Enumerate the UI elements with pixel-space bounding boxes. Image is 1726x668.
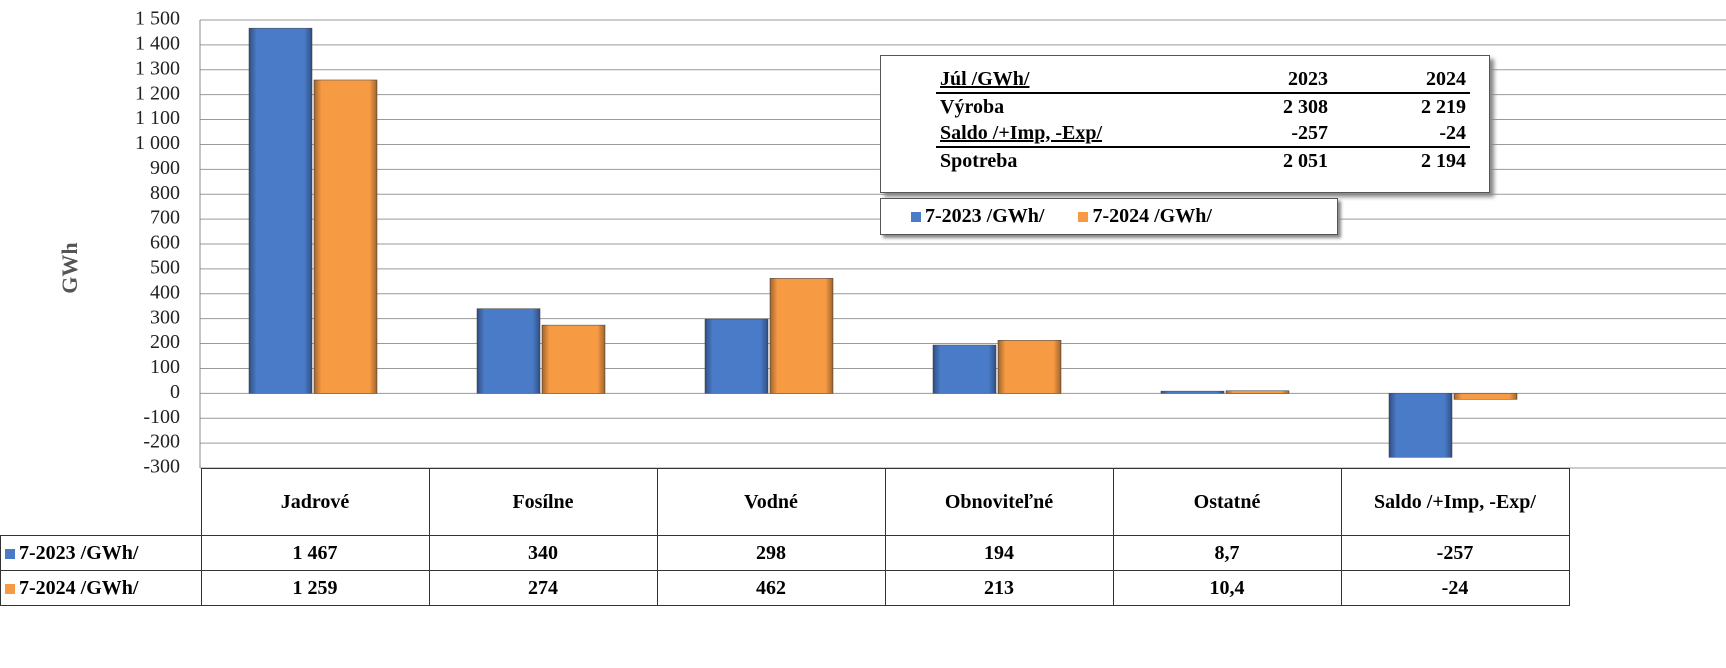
category-label: Ostatné: [1112, 468, 1342, 536]
summary-cell: 2 194: [1421, 149, 1466, 172]
y-tick-label: 1 500: [135, 8, 180, 30]
bar-shading: [1389, 393, 1452, 458]
table-row: 7-2023 /GWh/1 467 340 298 194 8,7 -257: [0, 535, 1570, 571]
value-cell: 274: [428, 570, 658, 606]
table-corner: [1, 469, 202, 536]
row-header-text: 7-2024 /GWh/: [19, 576, 139, 599]
legend-swatch: [5, 583, 15, 594]
value-cell: 194: [884, 535, 1114, 571]
bar-shading: [770, 278, 833, 394]
y-tick-label: 300: [150, 306, 180, 328]
y-tick-label: 0: [170, 381, 180, 403]
summary-header-row: Júl /GWh/2023 2024: [936, 66, 1470, 94]
summary-cell: -257: [1234, 120, 1332, 148]
y-tick-label: 1 200: [135, 82, 180, 104]
value-cell: -257: [1340, 535, 1570, 571]
value-cell: -24: [1340, 570, 1570, 606]
y-tick-label: -100: [143, 406, 180, 428]
summary-cell: 2 308: [1283, 95, 1328, 118]
value-cell: 10,4: [1112, 570, 1342, 606]
legend-item: 7-2024 /GWh/: [1078, 205, 1212, 228]
table-header-row: Jadrové Fosílne Vodné Obnoviteľné Ostatné Sal…: [1, 468, 1570, 536]
bar-shading: [705, 319, 768, 394]
row-header: 7-2024 /GWh/: [0, 570, 202, 606]
y-tick-label: 1 400: [135, 32, 180, 54]
legend-swatch: [911, 212, 921, 222]
value-cell: 340: [428, 535, 658, 571]
category-label: Jadrové: [200, 468, 430, 536]
summary-row: Saldo /+Imp, -Exp/-257 -24: [936, 120, 1470, 148]
summary-table: Júl /GWh/2023 2024 Výroba 2 308 2 219 Saldo /…: [936, 66, 1470, 174]
legend-swatch: [5, 548, 15, 559]
summary-header: 2023: [1234, 66, 1332, 94]
summary-cell: Saldo /+Imp, -Exp/: [936, 120, 1234, 148]
y-tick-label: 400: [150, 281, 180, 303]
y-tick-label: 1 100: [135, 107, 180, 129]
row-header: 7-2023 /GWh/: [0, 535, 202, 571]
bar-shading: [933, 345, 996, 394]
y-tick-label: 100: [150, 356, 180, 378]
category-label: Saldo /+Imp, -Exp/: [1340, 468, 1570, 536]
summary-row: Spotreba 2 051 2 194: [936, 147, 1470, 174]
bar-shading: [542, 325, 605, 394]
category-label: Vodné: [656, 468, 886, 536]
summary-header: 2024: [1332, 66, 1470, 94]
summary-cell: 2 219: [1421, 95, 1466, 118]
bar-shading: [1454, 393, 1517, 400]
y-tick-label: 700: [150, 207, 180, 229]
y-tick-label: -300: [143, 456, 180, 478]
value-cell: 1 467: [200, 535, 430, 571]
bar-shading: [1161, 391, 1224, 394]
summary-cell: -24: [1332, 120, 1470, 148]
category-label: Obnoviteľné: [884, 468, 1114, 536]
legend-item: 7-2023 /GWh/: [911, 205, 1044, 228]
y-tick-label: 500: [150, 256, 180, 278]
bar-shading: [477, 308, 540, 394]
value-cell: 213: [884, 570, 1114, 606]
y-tick-label: 1 300: [135, 57, 180, 79]
legend-label: 7-2023 /GWh/: [925, 205, 1045, 227]
data-table: Jadrové Fosílne Vodné Obnoviteľné Ostatné Sal…: [0, 468, 1570, 606]
table-row: 7-2024 /GWh/1 259 274 462 213 10,4 -24: [0, 570, 1570, 606]
value-cell: 1 259: [200, 570, 430, 606]
row-header-text: 7-2023 /GWh/: [19, 541, 139, 564]
value-cell: 462: [656, 570, 886, 606]
summary-header: Júl /GWh/: [936, 66, 1234, 94]
bar-shading: [249, 28, 312, 394]
legend: 7-2023 /GWh/7-2024 /GWh/: [880, 198, 1338, 235]
y-tick-label: -200: [143, 431, 180, 453]
y-tick-label: 200: [150, 331, 180, 353]
y-tick-label: 900: [150, 157, 180, 179]
y-tick-label: 600: [150, 232, 180, 254]
y-tick-label: 800: [150, 182, 180, 204]
legend-swatch: [1078, 212, 1089, 222]
bar-shading: [314, 79, 377, 394]
y-tick-label: 1 000: [135, 132, 180, 154]
summary-cell: Výroba: [940, 95, 1005, 118]
value-cell: 8,7: [1112, 535, 1342, 571]
y-axis-label: GWh: [57, 242, 82, 293]
summary-cell: Spotreba: [940, 149, 1018, 172]
bar-shading: [998, 340, 1061, 394]
summary-row: Výroba 2 308 2 219: [936, 93, 1470, 120]
value-cell: 298: [656, 535, 886, 571]
summary-cell: 2 051: [1283, 149, 1328, 172]
summary-box: Júl /GWh/2023 2024 Výroba 2 308 2 219 Saldo /…: [880, 55, 1490, 193]
legend-label: 7-2024 /GWh/: [1092, 205, 1212, 227]
category-label: Fosílne: [428, 468, 658, 536]
bar-shading: [1226, 390, 1289, 394]
